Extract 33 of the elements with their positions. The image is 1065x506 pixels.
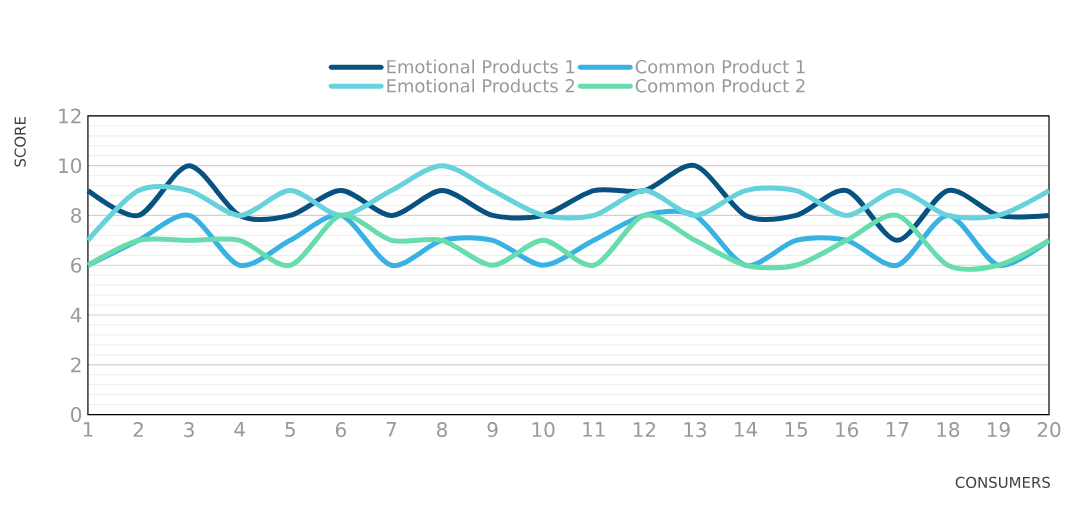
- x-tick-label: 19: [987, 422, 1010, 438]
- x-tick-label: 18: [937, 422, 960, 438]
- y-tick-label: 6: [71, 257, 82, 274]
- x-tick-label: 17: [886, 422, 909, 437]
- x-tick-label: 2: [133, 422, 143, 438]
- x-tick-label: 6: [335, 422, 346, 438]
- y-tick-label: 10: [59, 158, 82, 174]
- x-tick-label: 11: [583, 422, 605, 437]
- legend-label: Common Product 2: [635, 78, 805, 93]
- legend-label: Emotional Products 1: [387, 59, 575, 74]
- y-tick-label: 4: [70, 308, 82, 323]
- legend-label: Common Product 1: [635, 59, 805, 74]
- y-axis-title: SCORE: [14, 117, 26, 167]
- x-tick-label: 3: [184, 422, 194, 438]
- x-tick-label: 14: [735, 422, 758, 437]
- x-tick-label: 1: [83, 422, 93, 437]
- x-tick-label: 8: [437, 422, 447, 438]
- x-tick-label: 15: [785, 422, 808, 438]
- x-tick-label: 7: [386, 422, 397, 437]
- x-tick-label: 10: [532, 422, 555, 438]
- x-tick-label: 16: [836, 422, 859, 438]
- legend-label: Emotional Products 2: [387, 78, 575, 93]
- x-tick-label: 12: [633, 422, 656, 438]
- x-tick-label: 4: [234, 422, 245, 437]
- y-tick-label: 2: [71, 357, 81, 373]
- y-tick-label: 12: [59, 108, 81, 124]
- x-tick-label: 9: [487, 422, 498, 438]
- x-tick-label: 13: [684, 422, 706, 438]
- x-tick-label: 20: [1037, 422, 1061, 438]
- x-axis-title: CONSUMERS: [955, 476, 1050, 489]
- x-tick-label: 5: [285, 422, 295, 438]
- y-tick-label: 0: [71, 407, 82, 423]
- y-tick-label: 8: [71, 208, 82, 224]
